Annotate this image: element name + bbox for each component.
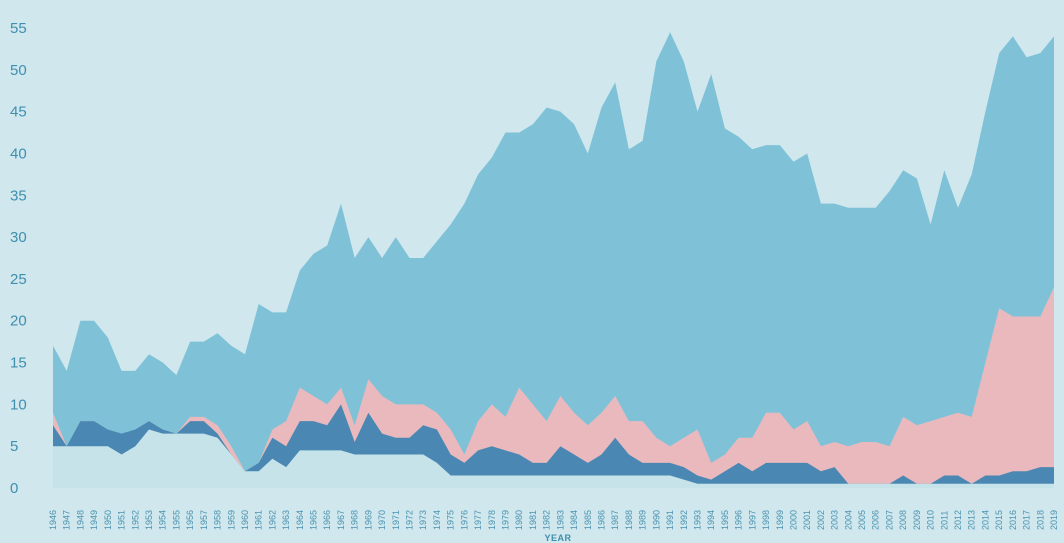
area-series-light <box>53 429 1054 488</box>
x-tick-label: 1984 <box>569 510 579 530</box>
x-tick-label: 1995 <box>720 510 730 530</box>
x-tick-label: 1973 <box>418 510 428 530</box>
x-tick-label: 1958 <box>213 510 223 530</box>
x-tick-label: 1982 <box>542 510 552 530</box>
x-tick-label: 1979 <box>501 510 511 530</box>
y-tick-label: 50 <box>10 62 27 79</box>
y-tick-label: 25 <box>10 271 27 288</box>
x-tick-label: 1999 <box>775 510 785 530</box>
x-tick-label: 1998 <box>761 510 771 530</box>
x-tick-label: 1988 <box>624 510 634 530</box>
x-tick-label: 1977 <box>473 510 483 530</box>
x-tick-label: 1946 <box>48 510 58 530</box>
x-tick-label: 2011 <box>939 511 949 530</box>
x-tick-label: 1969 <box>363 510 373 530</box>
x-tick-label: 1981 <box>528 510 538 530</box>
x-tick-label: 1987 <box>610 510 620 530</box>
y-tick-label: 0 <box>10 480 18 497</box>
x-tick-label: 2001 <box>802 510 812 530</box>
x-tick-label: 2013 <box>967 510 977 530</box>
x-tick-label: 2019 <box>1049 510 1059 530</box>
x-tick-label: 1980 <box>514 510 524 530</box>
x-tick-label: 1967 <box>336 510 346 530</box>
x-tick-label: 2015 <box>994 510 1004 530</box>
x-tick-label: 1959 <box>226 510 236 530</box>
x-tick-label: 2018 <box>1035 510 1045 530</box>
y-tick-label: 35 <box>10 187 27 204</box>
y-tick-label: 30 <box>10 229 27 246</box>
x-tick-label: 2007 <box>884 510 894 530</box>
x-tick-label: 2010 <box>926 510 936 530</box>
x-tick-label: 1992 <box>679 510 689 530</box>
x-tick-label: 2005 <box>857 510 867 530</box>
x-axis-label: YEAR <box>544 533 571 543</box>
x-tick-label: 1966 <box>322 510 332 530</box>
x-tick-label: 2012 <box>953 510 963 530</box>
y-tick-label: 20 <box>10 313 27 330</box>
x-tick-label: 1976 <box>459 510 469 530</box>
y-tick-label: 55 <box>10 20 27 37</box>
x-tick-label: 1985 <box>583 510 593 530</box>
x-tick-label: 2014 <box>980 510 990 530</box>
x-tick-label: 1975 <box>446 510 456 530</box>
x-tick-label: 1997 <box>747 510 757 530</box>
x-tick-label: 1965 <box>309 510 319 530</box>
y-axis: 0 5 10 15 20 25 30 35 40 45 50 55 <box>10 20 27 497</box>
x-tick-label: 1955 <box>171 510 181 530</box>
x-tick-label: 1951 <box>117 510 127 530</box>
x-tick-label: 1978 <box>487 510 497 530</box>
x-tick-label: 1952 <box>130 510 140 530</box>
x-tick-label: 1972 <box>405 510 415 530</box>
x-tick-label: 1994 <box>706 510 716 530</box>
x-tick-label: 1956 <box>185 510 195 530</box>
x-tick-label: 1990 <box>651 510 661 530</box>
x-tick-label: 1964 <box>295 510 305 530</box>
x-tick-label: 1950 <box>103 510 113 530</box>
y-tick-label: 15 <box>10 355 27 372</box>
y-tick-label: 45 <box>10 104 27 121</box>
x-tick-label: 1991 <box>665 510 675 530</box>
y-tick-label: 10 <box>10 396 27 413</box>
x-tick-label: 1983 <box>555 510 565 530</box>
x-tick-label: 2004 <box>843 510 853 530</box>
x-tick-label: 2006 <box>871 510 881 530</box>
x-tick-label: 2016 <box>1008 510 1018 530</box>
x-tick-label: 1957 <box>199 510 209 530</box>
x-tick-label: 2002 <box>816 510 826 530</box>
x-tick-label: 1962 <box>267 510 277 530</box>
x-axis: 1946 1947 1948 1949 1950 1951 1952 1953 1954 1955… <box>48 510 1059 530</box>
y-tick-label: 40 <box>10 145 27 162</box>
y-tick-label: 5 <box>10 438 18 455</box>
x-tick-label: 2009 <box>912 510 922 530</box>
x-tick-label: 1948 <box>75 510 85 530</box>
area-layer <box>53 32 1054 488</box>
x-tick-label: 1989 <box>638 510 648 530</box>
x-tick-label: 1993 <box>692 510 702 530</box>
x-tick-label: 1986 <box>596 510 606 530</box>
x-tick-label: 1960 <box>240 510 250 530</box>
x-tick-label: 2017 <box>1022 510 1032 530</box>
x-tick-label: 1963 <box>281 510 291 530</box>
x-tick-label: 2003 <box>830 510 840 530</box>
area-series-total <box>53 32 1054 488</box>
x-tick-label: 1954 <box>158 510 168 530</box>
x-tick-label: 1968 <box>350 510 360 530</box>
x-tick-label: 1971 <box>391 510 401 530</box>
x-tick-label: 1970 <box>377 510 387 530</box>
x-tick-label: 1996 <box>734 510 744 530</box>
x-tick-label: 1961 <box>254 510 264 530</box>
x-tick-label: 1974 <box>432 510 442 530</box>
x-tick-label: 2008 <box>898 510 908 530</box>
x-tick-label: 2000 <box>788 510 798 530</box>
x-tick-label: 1947 <box>62 510 72 530</box>
x-tick-label: 1949 <box>89 510 99 530</box>
x-tick-label: 1953 <box>144 510 154 530</box>
